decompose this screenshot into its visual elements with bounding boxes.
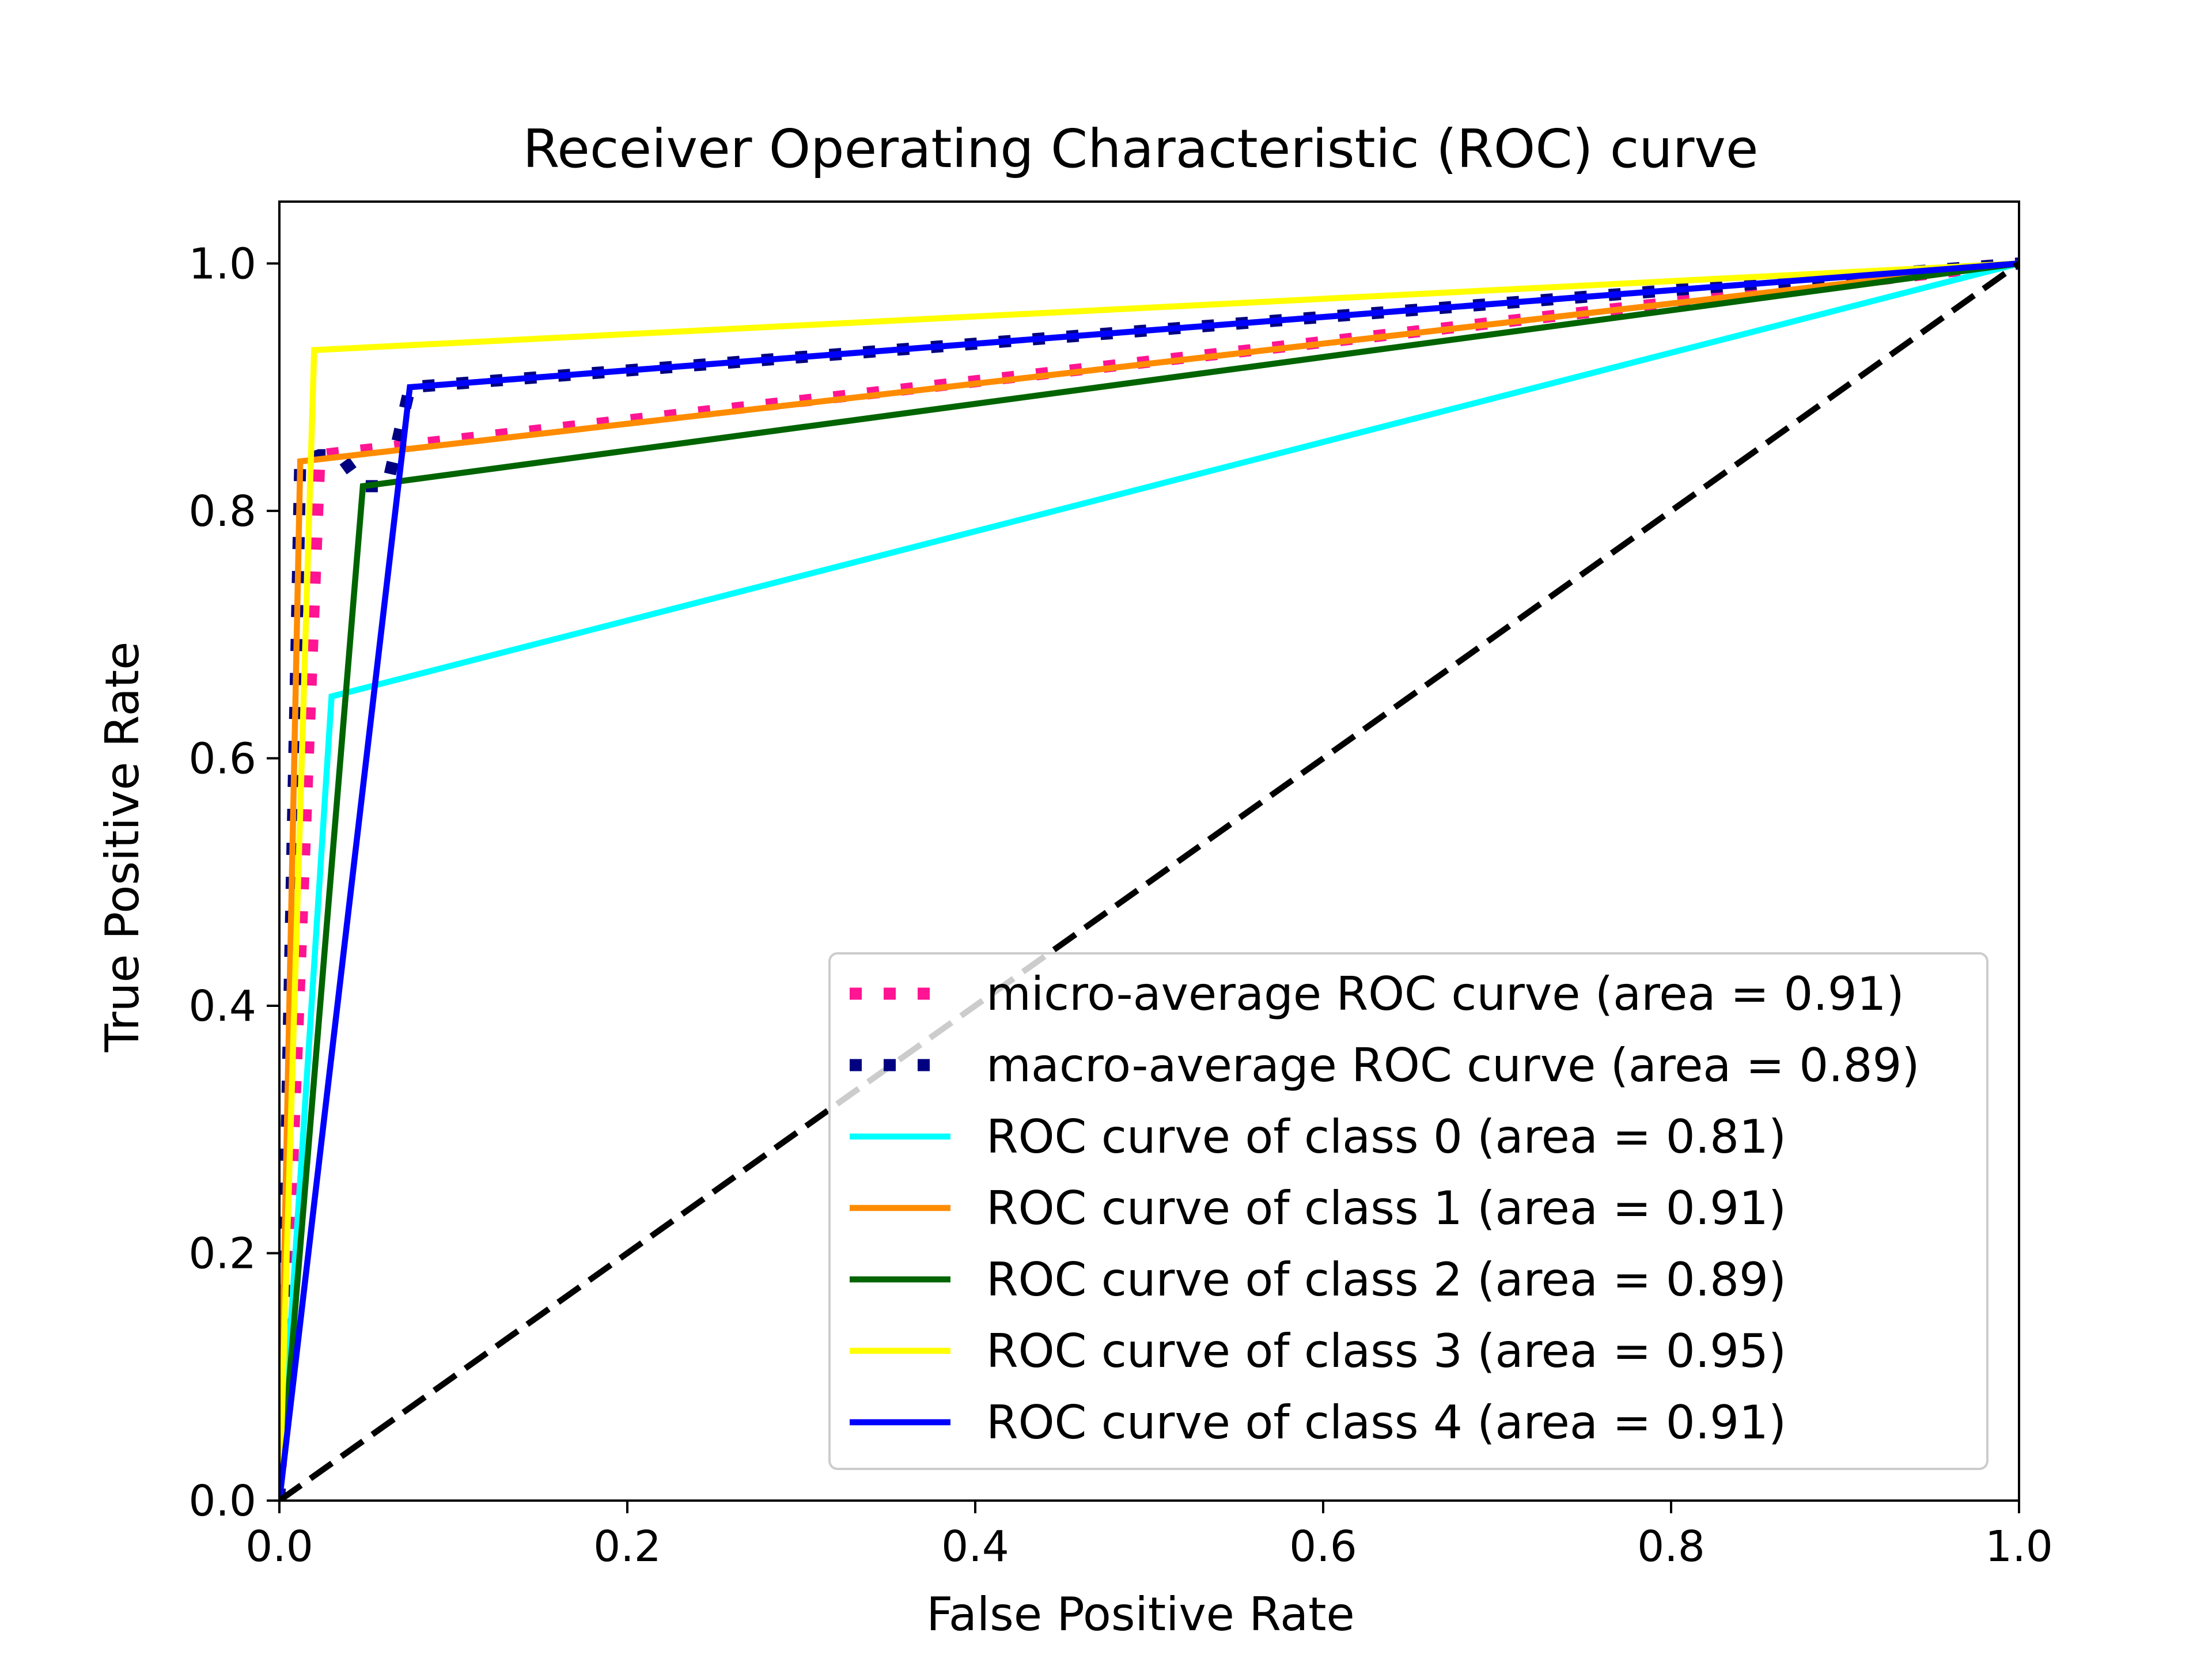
- legend-label-1: macro-average ROC curve (area = 0.89): [986, 1039, 1920, 1092]
- y-tick-label: 0.2: [188, 1229, 256, 1278]
- y-tick-label: 0.0: [188, 1476, 256, 1526]
- legend-label-4: ROC curve of class 2 (area = 0.89): [986, 1253, 1786, 1306]
- legend-label-2: ROC curve of class 0 (area = 0.81): [986, 1110, 1786, 1164]
- legend-label-5: ROC curve of class 3 (area = 0.95): [986, 1324, 1786, 1378]
- legend-label-6: ROC curve of class 4 (area = 0.91): [986, 1396, 1786, 1449]
- y-tick-label: 0.6: [188, 734, 256, 783]
- chart-title: Receiver Operating Characteristic (ROC) …: [523, 118, 1759, 180]
- x-axis: 0.0 0.2 0.4 0.6 0.8 1.0: [245, 1501, 2053, 1571]
- axes-frame: [278, 200, 2020, 1502]
- legend-box: [828, 952, 1988, 1470]
- reference-diagonal-line: [279, 261, 2019, 1501]
- series-line-5: [279, 260, 2019, 1501]
- series-line-2: [279, 260, 2019, 1501]
- x-tick-label: 0.2: [593, 1522, 661, 1571]
- series-line-3: [279, 260, 2019, 1501]
- x-tick-label: 0.6: [1289, 1522, 1357, 1571]
- series-line-6: [279, 260, 2019, 1501]
- plot-area: [278, 200, 2020, 1502]
- y-axis-label: True Positive Rate: [96, 642, 149, 1053]
- series-line-4: [279, 260, 2019, 1501]
- y-tick-label: 0.8: [188, 487, 256, 536]
- x-axis-label: False Positive Rate: [926, 1588, 1355, 1641]
- legend-label-0: micro-average ROC curve (area = 0.91): [986, 967, 1904, 1021]
- y-axis: 0.0 0.2 0.4 0.6 0.8 1.0: [188, 239, 279, 1526]
- legend: micro-average ROC curve (area = 0.91) mac…: [828, 952, 1988, 1470]
- x-tick-label: 0.0: [245, 1522, 313, 1571]
- x-tick-label: 0.4: [941, 1522, 1009, 1571]
- x-tick-label: 0.8: [1637, 1522, 1705, 1571]
- legend-label-3: ROC curve of class 1 (area = 0.91): [986, 1181, 1786, 1235]
- y-tick-label: 1.0: [188, 239, 256, 289]
- x-tick-label: 1.0: [1985, 1522, 2053, 1571]
- y-tick-label: 0.4: [188, 982, 256, 1031]
- series-lines: [279, 257, 2019, 1501]
